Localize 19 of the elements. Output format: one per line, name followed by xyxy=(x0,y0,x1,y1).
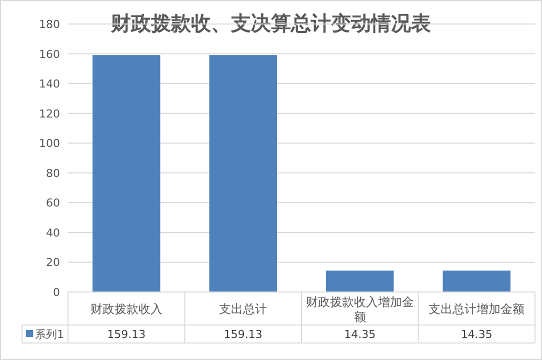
y-tick-label: 80 xyxy=(46,166,60,180)
x-tick-label: 财政拨款收入 xyxy=(90,302,162,316)
y-tick-label: 180 xyxy=(39,18,60,31)
data-label: 14.35 xyxy=(344,328,376,341)
y-tick-label: 60 xyxy=(46,196,60,210)
x-tick-label: 财政拨款收入增加金额 xyxy=(306,295,414,324)
legend-label: 系列1 xyxy=(35,328,64,341)
y-tick-label: 100 xyxy=(39,137,60,150)
y-tick-label: 0 xyxy=(53,286,60,299)
y-tick-label: 20 xyxy=(46,256,60,270)
data-label: 159.13 xyxy=(224,328,262,341)
y-tick-label: 140 xyxy=(39,78,60,91)
data-label: 14.35 xyxy=(460,328,492,341)
y-tick-label: 120 xyxy=(39,107,60,120)
x-tick-label: 支出总计增加金额 xyxy=(428,302,525,316)
y-tick-label: 40 xyxy=(46,226,60,240)
x-tick-label: 支出总计 xyxy=(219,302,268,316)
y-tick-label: 160 xyxy=(39,48,60,61)
data-label: 159.13 xyxy=(107,328,146,341)
